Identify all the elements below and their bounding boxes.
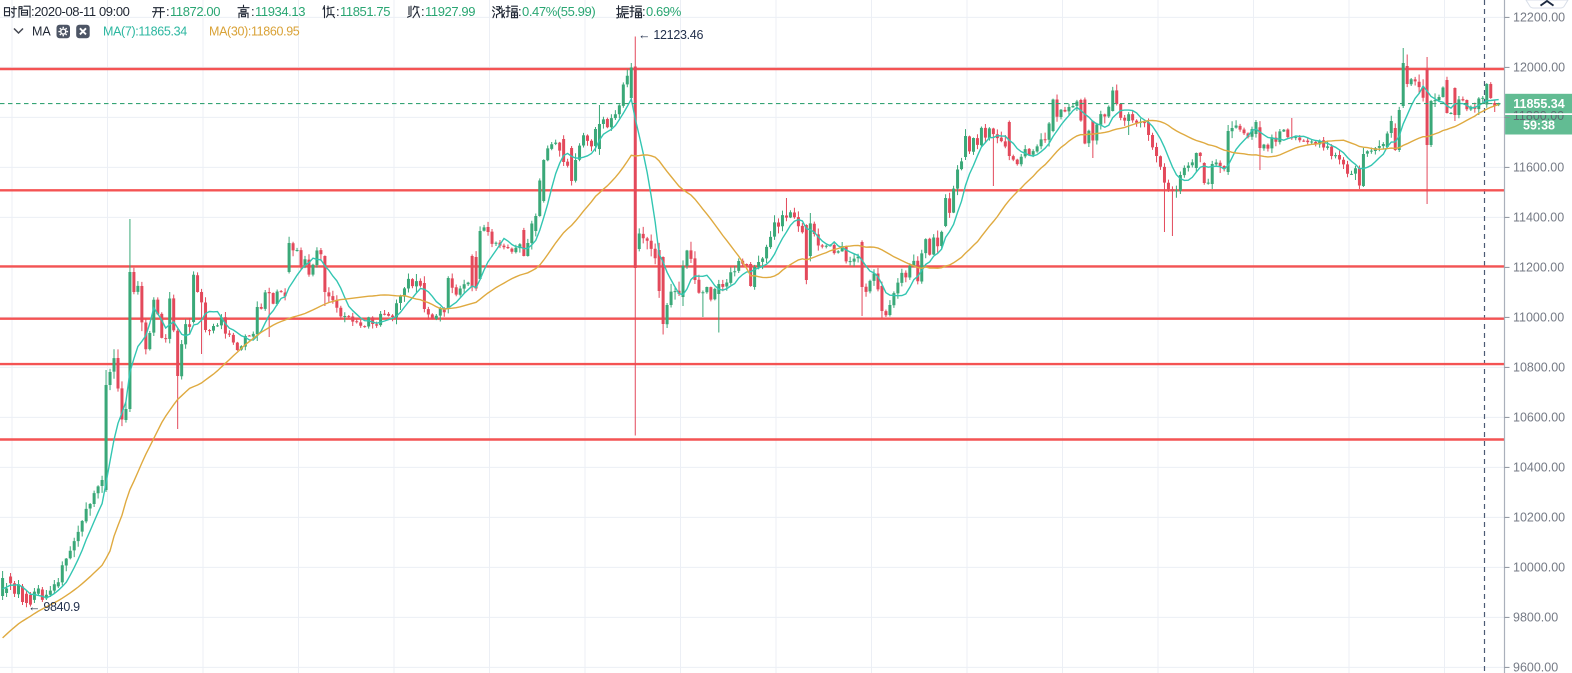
- svg-text::: :: [336, 4, 339, 19]
- svg-text:10600.00: 10600.00: [1513, 411, 1565, 425]
- svg-text::: :: [642, 4, 645, 19]
- svg-text:11855.34: 11855.34: [1513, 97, 1564, 111]
- svg-text::2020-08-11 09:00: :2020-08-11 09:00: [31, 4, 130, 19]
- svg-text:10400.00: 10400.00: [1513, 461, 1565, 475]
- svg-text:11000.00: 11000.00: [1513, 311, 1564, 325]
- svg-text:12000.00: 12000.00: [1513, 61, 1565, 75]
- svg-text::: :: [251, 4, 254, 19]
- svg-text:11600.00: 11600.00: [1513, 161, 1564, 175]
- svg-text:11400.00: 11400.00: [1513, 211, 1564, 225]
- svg-text::: :: [518, 4, 521, 19]
- svg-text:MA: MA: [32, 25, 51, 39]
- svg-text::: :: [421, 4, 424, 19]
- svg-text::: :: [166, 4, 169, 19]
- svg-text:11200.00: 11200.00: [1513, 261, 1564, 275]
- svg-text:10200.00: 10200.00: [1513, 511, 1565, 525]
- svg-text:11851.75: 11851.75: [340, 4, 390, 19]
- svg-text:11800.00: 11800.00: [1513, 109, 1564, 123]
- svg-text:← 12123.46: ← 12123.46: [638, 28, 703, 42]
- svg-text:← 9840.9: ← 9840.9: [28, 600, 80, 614]
- svg-text:MA(7):11865.34: MA(7):11865.34: [103, 24, 187, 38]
- svg-text:12200.00: 12200.00: [1513, 11, 1565, 25]
- svg-text:0.47%(55.99): 0.47%(55.99): [522, 4, 595, 19]
- svg-text:0.69%: 0.69%: [646, 4, 682, 19]
- svg-text:10800.00: 10800.00: [1513, 361, 1565, 375]
- svg-text:9600.00: 9600.00: [1513, 661, 1558, 673]
- svg-text:11872.00: 11872.00: [170, 4, 220, 19]
- svg-text:11934.13: 11934.13: [255, 4, 305, 19]
- svg-text:59:38: 59:38: [1523, 118, 1555, 132]
- svg-text:9800.00: 9800.00: [1513, 611, 1558, 625]
- svg-text:11927.99: 11927.99: [425, 4, 475, 19]
- svg-text:10000.00: 10000.00: [1513, 561, 1565, 575]
- svg-text:MA(30):11860.95: MA(30):11860.95: [209, 24, 300, 38]
